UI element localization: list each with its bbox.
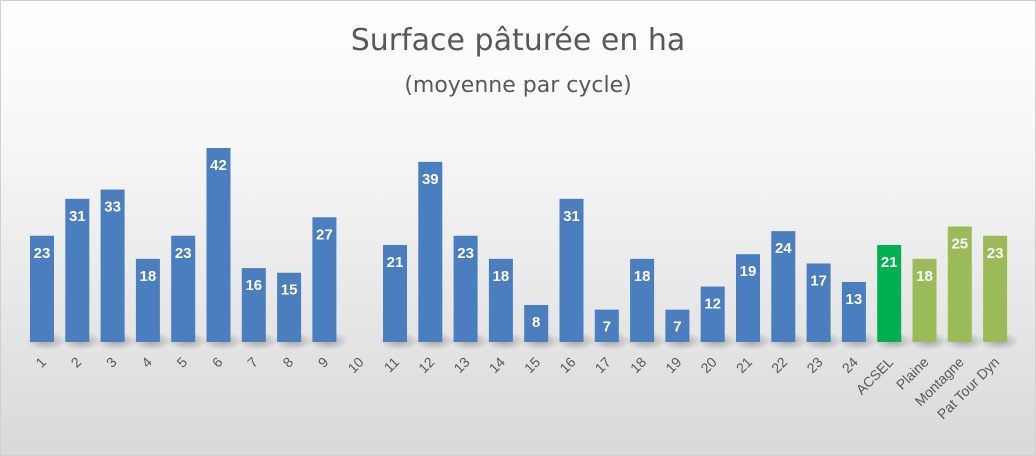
data-label: 18	[140, 268, 157, 285]
x-tick-label: 23	[803, 354, 825, 376]
data-label: 18	[634, 268, 651, 285]
data-label: 12	[704, 296, 721, 313]
bar-3	[100, 189, 125, 342]
bar-7	[241, 268, 266, 342]
data-label: 27	[316, 226, 333, 243]
bar-pat-tour-dyn	[983, 235, 1008, 342]
data-label: 19	[740, 263, 757, 280]
data-label: 13	[846, 291, 863, 308]
bar-1	[30, 235, 54, 342]
bar-14	[488, 258, 513, 342]
data-label: 33	[104, 199, 121, 216]
data-label: 21	[881, 254, 898, 271]
x-tick-label: 10	[344, 354, 366, 376]
bar-19	[665, 309, 690, 342]
data-label: 23	[987, 245, 1004, 262]
x-tick-label: 1	[32, 354, 49, 371]
data-label: 18	[493, 268, 510, 285]
x-tick-label: 18	[627, 354, 649, 376]
x-tick-label: 17	[592, 354, 614, 376]
data-label: 21	[387, 254, 404, 271]
x-tick-label: 5	[173, 354, 190, 371]
data-label: 23	[457, 245, 474, 262]
bar-5	[171, 235, 196, 342]
data-label: 7	[603, 319, 611, 336]
x-tick-label: 22	[768, 354, 790, 376]
bar-16	[559, 198, 584, 342]
x-tick-label: 2	[68, 354, 85, 371]
x-tick-label: 3	[103, 354, 120, 371]
x-tick-label: 8	[279, 354, 296, 371]
data-label: 25	[951, 236, 968, 253]
bar-13	[453, 235, 478, 342]
x-tick-label: 11	[381, 354, 403, 376]
bar-2	[65, 198, 90, 342]
data-label: 39	[422, 171, 439, 188]
bar-montagne	[947, 226, 972, 342]
x-tick-label: 21	[733, 354, 755, 376]
bar-6	[206, 148, 231, 342]
x-tick-label: ACSEL	[853, 354, 897, 398]
bar-17	[594, 309, 619, 342]
bar-18	[630, 258, 655, 342]
data-label: 23	[175, 245, 192, 262]
data-label: 15	[281, 282, 298, 299]
x-tick-label: 14	[486, 354, 508, 376]
bar-15	[524, 305, 549, 342]
x-tick-label: 24	[839, 354, 861, 376]
bar-23	[806, 263, 831, 342]
x-tick-label: 16	[556, 354, 578, 376]
data-label: 31	[563, 208, 580, 225]
data-label: 23	[34, 245, 51, 262]
bar-acsel	[877, 245, 902, 342]
data-label: 8	[532, 314, 540, 331]
x-tick-label: 6	[209, 354, 226, 371]
x-tick-label: 13	[450, 354, 472, 376]
bar-21	[736, 254, 760, 342]
data-label: 31	[69, 208, 86, 225]
bar-24	[841, 281, 866, 342]
x-tick-label: 4	[138, 354, 155, 371]
chart-title: Surface pâturée en ha	[350, 23, 686, 58]
x-tick-label: 15	[521, 354, 543, 376]
data-label: 24	[775, 240, 792, 257]
bar-20	[700, 286, 725, 342]
bar-22	[771, 231, 796, 342]
x-tick-label: 9	[315, 354, 332, 371]
x-tick-label: 7	[244, 354, 261, 371]
data-label: 17	[810, 272, 827, 289]
x-tick-label: 20	[697, 354, 719, 376]
data-label: 16	[245, 277, 262, 294]
chart-subtitle: (moyenne par cycle)	[404, 73, 632, 98]
bar-8	[277, 272, 302, 342]
bar-9	[312, 217, 337, 342]
data-label: 18	[916, 268, 933, 285]
data-label: 7	[673, 319, 681, 336]
x-tick-label: 19	[662, 354, 684, 376]
bar-4	[135, 258, 160, 342]
bar-12	[418, 161, 443, 342]
x-tick-label: 12	[415, 354, 437, 376]
bar-11	[383, 245, 407, 342]
bar-plaine	[912, 258, 937, 342]
data-label: 42	[210, 157, 227, 174]
